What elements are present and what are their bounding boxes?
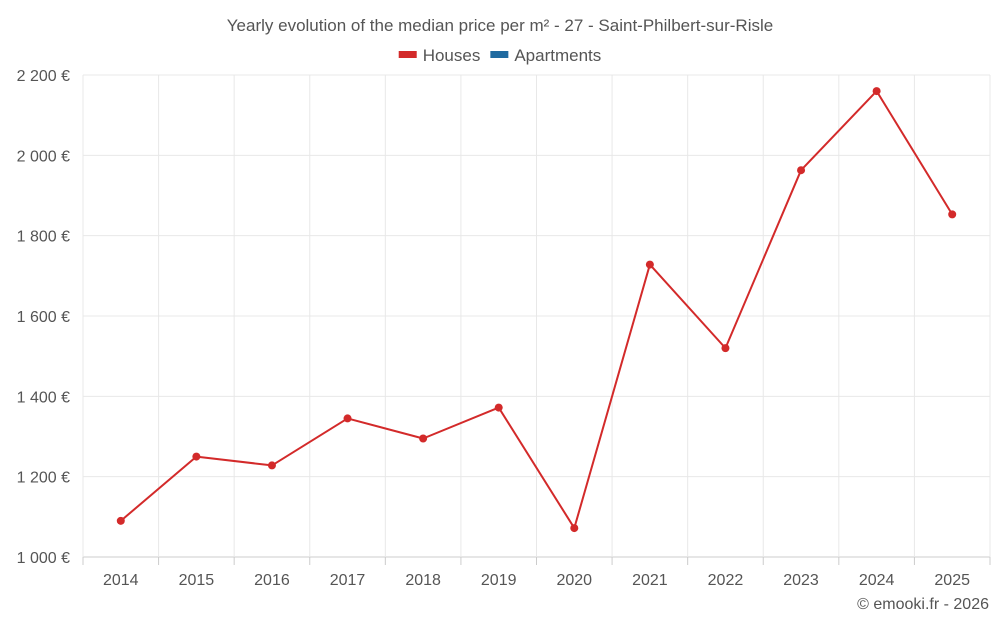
data-point-houses-2023[interactable]	[797, 166, 806, 175]
y-tick-label: 2 200 €	[17, 68, 70, 85]
y-tick-label: 1 800 €	[17, 229, 70, 246]
data-point-houses-2015[interactable]	[192, 452, 201, 461]
legend-label-houses[interactable]: Houses	[423, 46, 481, 65]
data-point-houses-2021[interactable]	[645, 260, 654, 269]
y-tick-label: 1 400 €	[17, 389, 70, 406]
x-tick-label: 2014	[103, 572, 139, 589]
x-tick-label: 2022	[708, 572, 744, 589]
y-tick-label: 1 600 €	[17, 309, 70, 326]
series-layer	[116, 87, 957, 533]
data-point-houses-2018[interactable]	[419, 434, 428, 443]
data-point-houses-2014[interactable]	[116, 516, 125, 525]
data-point-houses-2025[interactable]	[948, 210, 957, 219]
legend-label-apartments[interactable]: Apartments	[514, 46, 601, 65]
x-tick-label: 2025	[934, 572, 970, 589]
series-line-houses	[120, 90, 954, 530]
x-tick-label: 2020	[556, 572, 592, 589]
x-tick-label: 2024	[859, 572, 895, 589]
x-tick-label: 2018	[405, 572, 441, 589]
chart-title: Yearly evolution of the median price per…	[227, 16, 773, 35]
credit-text: © emooki.fr - 2026	[857, 596, 989, 613]
x-tick-label: 2021	[632, 572, 668, 589]
legend: Houses Apartments	[398, 46, 601, 65]
grid	[82, 74, 991, 558]
data-point-houses-2022[interactable]	[721, 344, 730, 353]
x-axis: 2014 2015 2016 2017 2018 2019 2020 2021 2022 2023…	[82, 557, 991, 589]
y-tick-label: 1 000 €	[17, 550, 70, 567]
legend-swatch-apartments[interactable]	[490, 51, 509, 58]
x-tick-label: 2019	[481, 572, 517, 589]
x-tick-label: 2017	[330, 572, 366, 589]
x-tick-label: 2023	[783, 572, 819, 589]
data-point-houses-2017[interactable]	[343, 414, 352, 423]
y-axis: 1 000 € 1 200 € 1 400 € 1 600 € 1 800 € 2 000…	[17, 68, 70, 567]
y-tick-label: 2 000 €	[17, 148, 70, 165]
data-point-houses-2024[interactable]	[872, 87, 881, 96]
x-tick-label: 2016	[254, 572, 290, 589]
legend-swatch-houses[interactable]	[398, 51, 417, 58]
y-tick-label: 1 200 €	[17, 470, 70, 487]
data-point-houses-2016[interactable]	[267, 461, 276, 470]
data-point-houses-2019[interactable]	[494, 403, 503, 412]
x-tick-label: 2015	[179, 572, 215, 589]
data-point-houses-2020[interactable]	[570, 524, 579, 533]
